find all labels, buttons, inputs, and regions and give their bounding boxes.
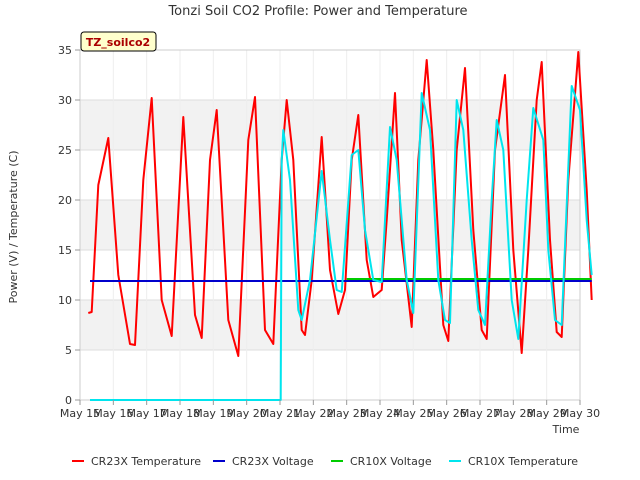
legend-label: CR23X Voltage [232, 455, 314, 468]
x-tick-label: May 30 [560, 407, 600, 420]
plot-bands [80, 100, 580, 350]
x-tick-label: May 24 [360, 407, 400, 420]
x-tick-label: May 19 [193, 407, 233, 420]
x-tick-label: May 29 [527, 407, 567, 420]
plot-frame [79, 49, 581, 401]
x-tick-label: May 25 [393, 407, 433, 420]
legend-item: CR10X Voltage [331, 455, 432, 468]
x-tick-label: May 26 [427, 407, 467, 420]
x-tick-label: May 20 [227, 407, 267, 420]
legend-item: CR23X Temperature [72, 455, 201, 468]
series-line-cr10x-temperature [90, 85, 593, 401]
y-axis: 0 5 10 15 20 25 30 35 [58, 44, 80, 407]
legend-item: CR10X Temperature [449, 455, 578, 468]
x-tick-label: May 16 [93, 407, 133, 420]
y-tick-label: 35 [58, 44, 72, 57]
x-tick-label: May 23 [327, 407, 367, 420]
y-tick-label: 30 [58, 94, 72, 107]
x-tick-label: May 21 [260, 407, 300, 420]
annotation-box: TZ_soilco2 [80, 31, 157, 52]
x-tick-label: May 15 [60, 407, 100, 420]
y-tick-label: 5 [65, 344, 72, 357]
x-tick-label: May 22 [293, 407, 333, 420]
y-tick-label: 20 [58, 194, 72, 207]
x-tick-label: May 28 [493, 407, 533, 420]
legend: CR23X Temperature CR23X Voltage CR10X Volt… [72, 455, 578, 468]
plot-band [80, 100, 580, 150]
plot-band [80, 300, 580, 350]
y-tick-label: 25 [58, 144, 72, 157]
y-tick-label: 15 [58, 244, 72, 257]
annotation-label: TZ_soilco2 [86, 36, 150, 49]
legend-item: CR23X Voltage [213, 455, 314, 468]
x-tick-label: May 17 [127, 407, 167, 420]
x-tick-label: May 18 [160, 407, 200, 420]
y-axis-label: Power (V) / Temperature (C) [7, 150, 20, 303]
series-lines [88, 51, 593, 401]
y-tick-label: 10 [58, 294, 72, 307]
x-tick-label: May 27 [460, 407, 500, 420]
chart-title: Tonzi Soil CO2 Profile: Power and Temper… [167, 4, 467, 19]
legend-label: CR10X Voltage [350, 455, 432, 468]
x-axis-label: Time [552, 423, 580, 436]
y-tick-label: 0 [65, 394, 72, 407]
legend-label: CR23X Temperature [91, 455, 201, 468]
legend-label: CR10X Temperature [468, 455, 578, 468]
